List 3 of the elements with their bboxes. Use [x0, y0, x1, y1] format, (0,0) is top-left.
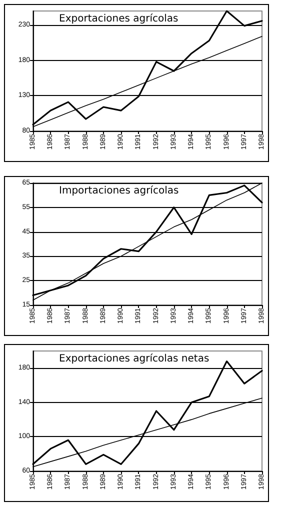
- chart-title: Exportaciones agrícolas netas: [59, 354, 210, 364]
- chart-title: Exportaciones agrícolas: [59, 14, 178, 24]
- chart-title: Importaciones agrícolas: [59, 186, 179, 196]
